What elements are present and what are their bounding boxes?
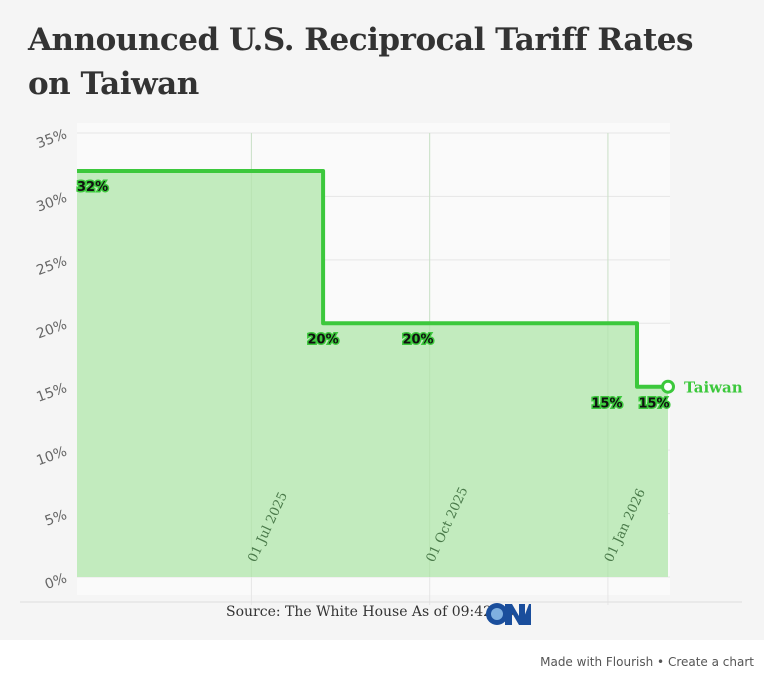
cna-logo xyxy=(486,603,531,625)
data-label: 15% xyxy=(591,397,622,412)
chart-title: Announced U.S. Reciprocal Tariff Rates o… xyxy=(28,22,693,102)
data-label: 20% xyxy=(402,332,433,347)
data-label: 32% xyxy=(77,180,108,195)
y-tick-label: 35% xyxy=(34,126,69,152)
y-tick-label: 0% xyxy=(43,570,69,593)
series-line xyxy=(77,169,668,389)
data-label: 20% xyxy=(308,332,339,347)
create-chart-link[interactable]: Create a chart xyxy=(667,655,754,669)
series-label-taiwan: Taiwan xyxy=(684,379,743,397)
series-end-marker xyxy=(661,379,675,394)
made-with-flourish-link[interactable]: Made with Flourish xyxy=(540,655,654,669)
y-tick-label: 25% xyxy=(34,253,69,279)
y-tick-label: 15% xyxy=(34,380,69,406)
y-tick-label: 10% xyxy=(34,444,69,470)
flourish-footer: Made with Flourish • Create a chart xyxy=(540,655,754,669)
source-note: Source: The White House As of 09:42:10 xyxy=(226,604,515,620)
data-label: 15% xyxy=(638,397,669,412)
footer-separator: • xyxy=(653,655,668,669)
y-tick-label: 5% xyxy=(43,507,69,530)
y-tick-label: 20% xyxy=(34,317,69,343)
area-fill xyxy=(77,171,668,578)
chart-svg: 0%5%10%15%20%25%30%35%01 Jul 2025 01 Oct … xyxy=(20,126,743,605)
y-tick-label: 30% xyxy=(34,190,69,216)
